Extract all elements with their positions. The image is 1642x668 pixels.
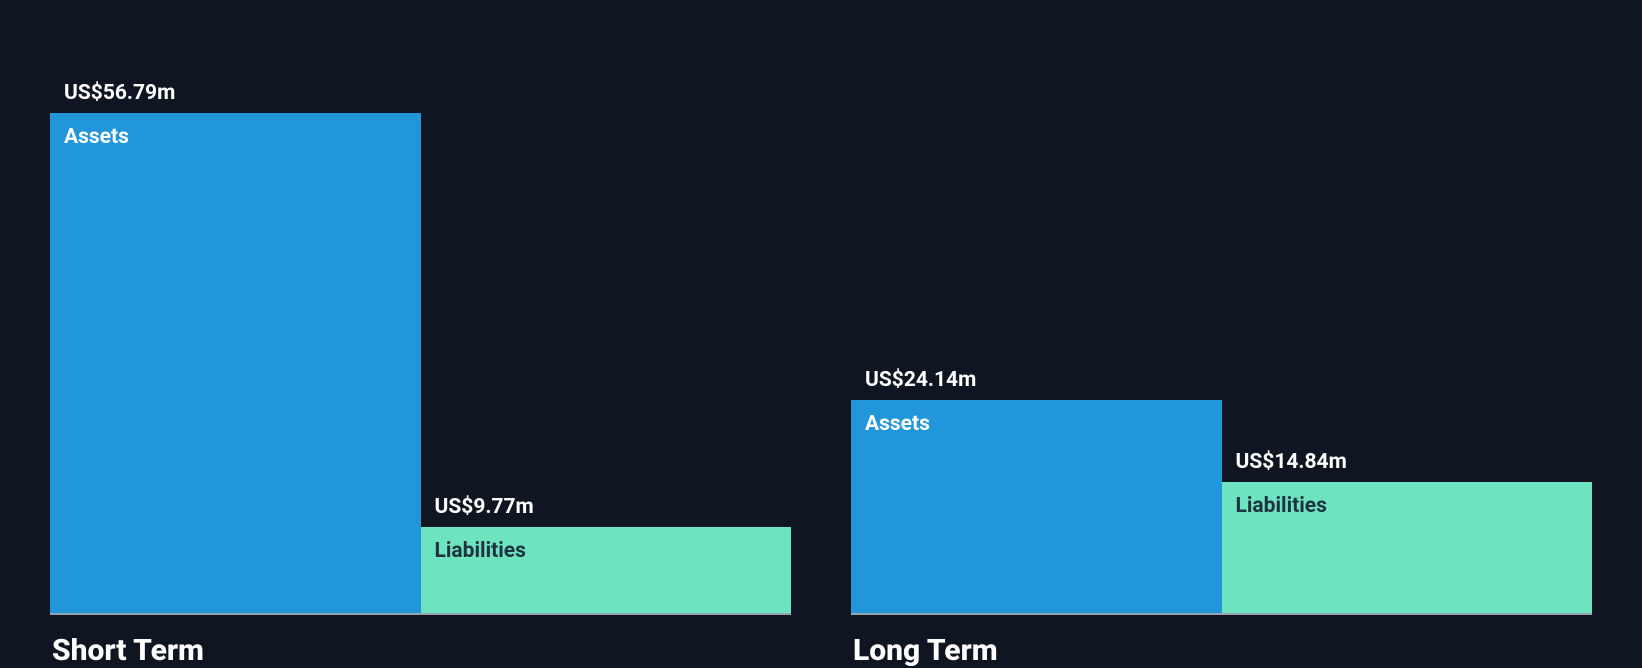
bar-value: US$9.77m xyxy=(435,495,534,519)
bar-label: Liabilities xyxy=(1236,494,1327,518)
axis-title: Long Term xyxy=(851,615,1592,668)
bar-label: Liabilities xyxy=(435,539,526,563)
bar-label: Assets xyxy=(64,125,129,149)
chart-container: US$56.79m Assets US$9.77m Liabilities Sh… xyxy=(0,0,1642,668)
short-term-panel: US$56.79m Assets US$9.77m Liabilities Sh… xyxy=(50,0,791,668)
long-term-assets-bar: US$24.14m Assets xyxy=(851,400,1222,613)
short-term-liabilities-bar: US$9.77m Liabilities xyxy=(421,527,792,613)
bar-value: US$24.14m xyxy=(865,368,976,392)
bar-slot-assets: US$56.79m Assets xyxy=(50,0,421,613)
bar-label: Assets xyxy=(865,412,930,436)
bar-slot-assets: US$24.14m Assets xyxy=(851,0,1222,613)
bar-value: US$14.84m xyxy=(1236,450,1347,474)
short-term-chart: US$56.79m Assets US$9.77m Liabilities xyxy=(50,0,791,615)
long-term-liabilities-bar: US$14.84m Liabilities xyxy=(1222,482,1593,613)
long-term-chart: US$24.14m Assets US$14.84m Liabilities xyxy=(851,0,1592,615)
bar-slot-liabilities: US$14.84m Liabilities xyxy=(1222,0,1593,613)
long-term-panel: US$24.14m Assets US$14.84m Liabilities L… xyxy=(851,0,1592,668)
axis-title: Short Term xyxy=(50,615,791,668)
short-term-assets-bar: US$56.79m Assets xyxy=(50,113,421,613)
bar-value: US$56.79m xyxy=(64,81,175,105)
bar-slot-liabilities: US$9.77m Liabilities xyxy=(421,0,792,613)
